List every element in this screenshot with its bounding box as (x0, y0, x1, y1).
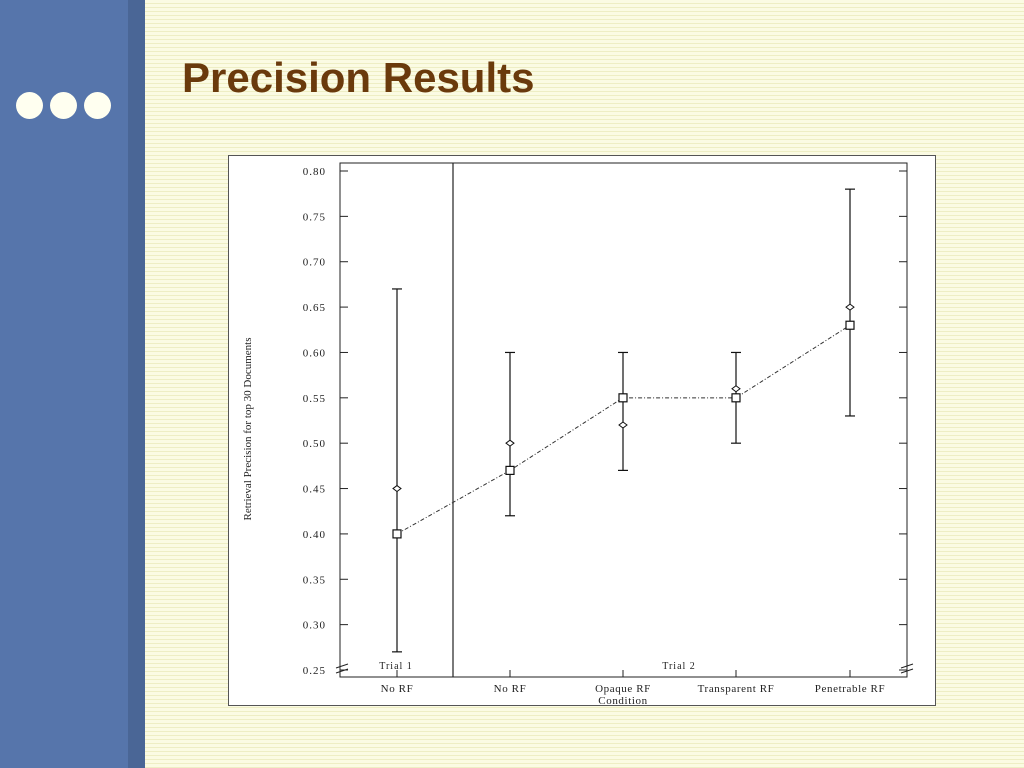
x-axis-label: Condition (598, 695, 647, 707)
x-tick-label: Opaque RF (595, 683, 651, 695)
group-label: Trial 1 (379, 661, 413, 672)
chart-figure: Retrieval Precision for top 30 Documents… (228, 155, 936, 707)
diamond-marker (618, 421, 628, 429)
sidebar-edge (128, 0, 145, 768)
y-tick-label: 0.30 (303, 620, 326, 632)
y-tick-label: 0.65 (303, 302, 326, 314)
square-marker (845, 320, 855, 330)
y-tick-label: 0.80 (303, 166, 326, 178)
slide-title: Precision Results (182, 54, 535, 101)
axis-break-mark (900, 668, 914, 674)
x-tick-label: No RF (494, 683, 527, 695)
bullet-dot-icon (16, 92, 43, 119)
y-tick-label: 0.60 (303, 347, 326, 359)
y-tick-label: 0.50 (303, 438, 326, 450)
group-label: Trial 2 (662, 661, 696, 672)
axis-break-mark (900, 663, 914, 669)
square-marker (731, 393, 741, 403)
y-tick-label: 0.55 (303, 393, 326, 405)
x-tick-label: Transparent RF (698, 683, 775, 695)
bullet-dot-icon (84, 92, 111, 119)
diamond-marker (392, 484, 402, 493)
diamond-marker (731, 385, 741, 393)
square-marker (392, 529, 402, 539)
square-marker (618, 393, 628, 403)
x-tick-label: Penetrable RF (815, 683, 885, 695)
axis-break-mark (335, 663, 349, 669)
sidebar-panel (0, 0, 128, 768)
square-marker (505, 465, 515, 475)
precision-chart: Retrieval Precision for top 30 Documents… (242, 162, 914, 707)
y-tick-label: 0.40 (303, 529, 326, 541)
y-tick-label: 0.75 (303, 211, 326, 223)
y-axis-label: Retrieval Precision for top 30 Documents (242, 338, 254, 521)
y-tick-label: 0.25 (303, 665, 326, 677)
bullet-dot-icon (50, 92, 77, 119)
y-tick-label: 0.45 (303, 484, 326, 496)
diamond-marker (505, 439, 515, 447)
axis-break-mark (335, 668, 349, 674)
diamond-marker (845, 303, 855, 311)
y-tick-label: 0.70 (303, 257, 326, 269)
x-tick-label: No RF (381, 683, 414, 695)
y-tick-label: 0.35 (303, 574, 326, 586)
